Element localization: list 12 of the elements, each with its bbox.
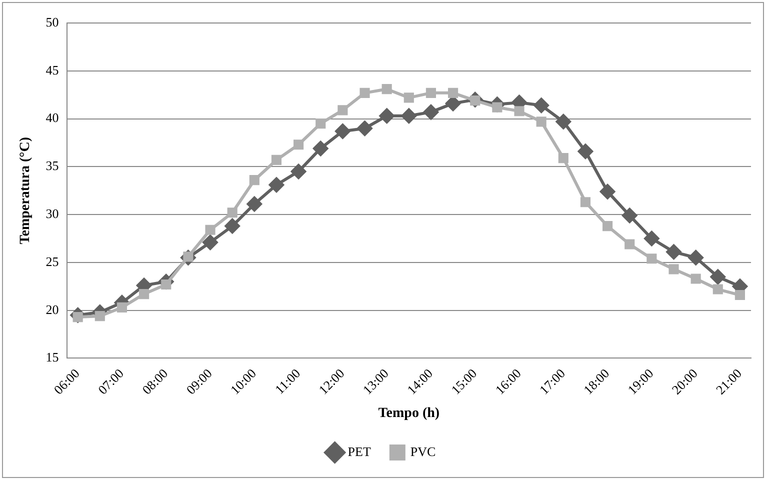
- y-tick-label: 50: [46, 14, 59, 30]
- y-tick-label: 20: [46, 302, 59, 317]
- legend-label: PET: [348, 444, 371, 459]
- y-tick-label: 40: [46, 110, 59, 126]
- y-tick-label: 15: [46, 350, 59, 365]
- y-tick-label: 30: [46, 206, 59, 221]
- x-axis-title: Tempo (h): [378, 406, 440, 422]
- y-axis-title: Temperatura (°C): [18, 136, 34, 244]
- y-tick-label: 45: [46, 62, 59, 78]
- legend-label: PVC: [410, 444, 436, 459]
- y-tick-label: 25: [46, 254, 59, 269]
- y-tick-label: 35: [46, 158, 59, 174]
